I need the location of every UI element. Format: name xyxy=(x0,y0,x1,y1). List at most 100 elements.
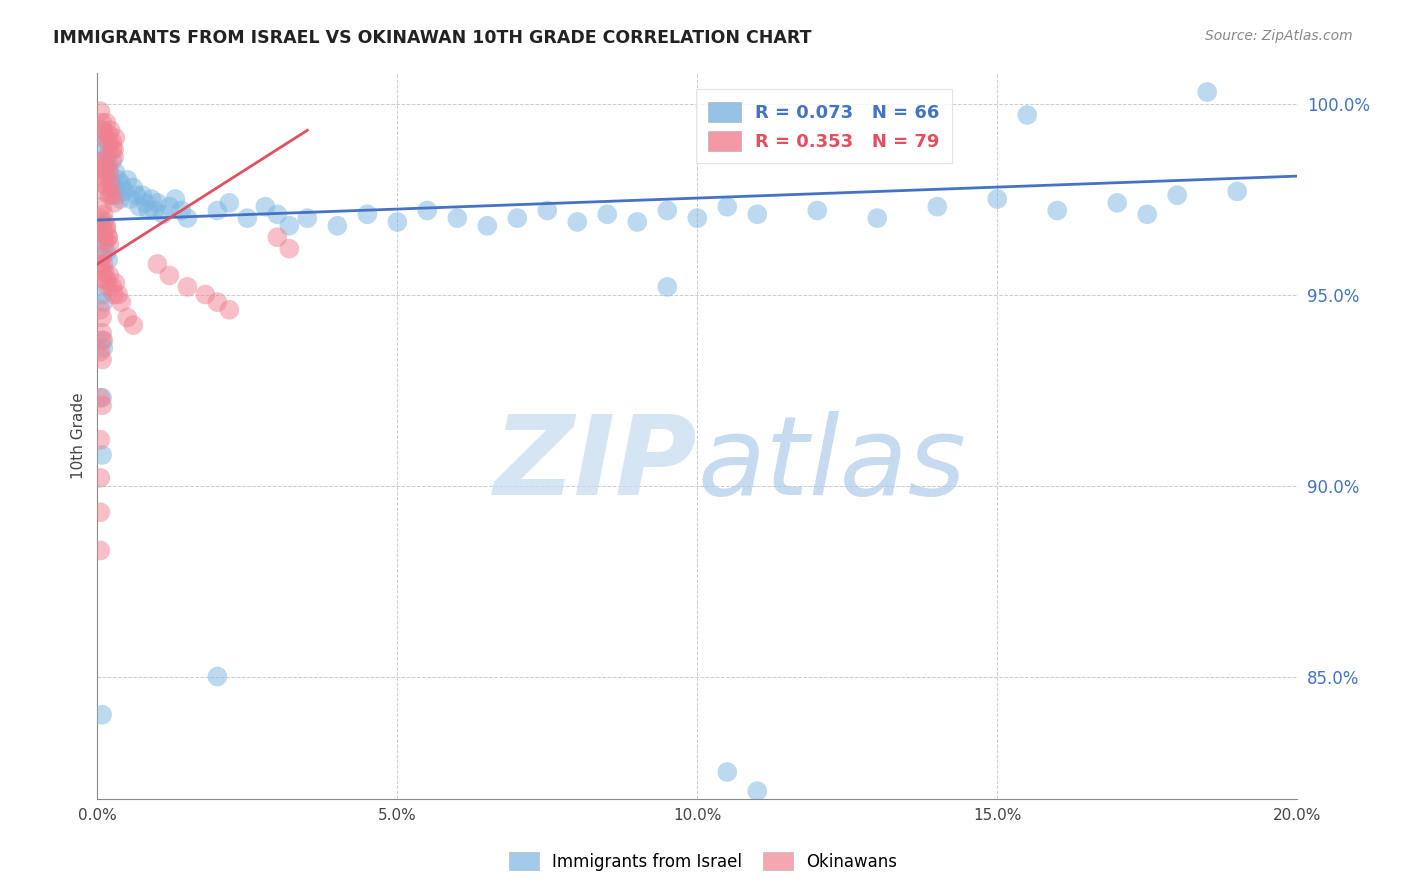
Point xyxy=(986,192,1008,206)
Point xyxy=(596,207,619,221)
Point xyxy=(96,150,118,164)
Point xyxy=(278,242,301,256)
Legend: R = 0.073   N = 66, R = 0.353   N = 79: R = 0.073 N = 66, R = 0.353 N = 79 xyxy=(696,89,952,163)
Text: Source: ZipAtlas.com: Source: ZipAtlas.com xyxy=(1205,29,1353,43)
Point xyxy=(122,180,145,194)
Point xyxy=(93,272,115,286)
Point xyxy=(97,230,120,244)
Point xyxy=(626,215,648,229)
Point xyxy=(110,177,132,191)
Point xyxy=(98,146,121,161)
Point xyxy=(152,207,174,221)
Point xyxy=(117,310,139,325)
Point xyxy=(91,169,114,183)
Point xyxy=(103,150,125,164)
Point xyxy=(96,222,118,236)
Point xyxy=(103,180,125,194)
Point xyxy=(91,398,114,412)
Point xyxy=(110,295,132,310)
Point xyxy=(91,310,114,325)
Point xyxy=(125,188,148,202)
Point xyxy=(207,295,229,310)
Point xyxy=(326,219,349,233)
Point xyxy=(266,207,288,221)
Point xyxy=(170,203,193,218)
Point xyxy=(657,280,679,294)
Point xyxy=(98,238,121,252)
Point xyxy=(91,123,114,137)
Point xyxy=(716,200,738,214)
Point xyxy=(218,195,240,210)
Point xyxy=(97,127,120,141)
Point xyxy=(927,200,949,214)
Point xyxy=(1046,203,1069,218)
Point xyxy=(416,203,439,218)
Point xyxy=(96,115,118,129)
Point xyxy=(101,153,124,168)
Point xyxy=(93,230,115,244)
Point xyxy=(103,287,125,301)
Point xyxy=(89,211,111,226)
Point xyxy=(108,192,131,206)
Point xyxy=(104,276,127,290)
Point xyxy=(93,153,115,168)
Point xyxy=(91,352,114,367)
Text: IMMIGRANTS FROM ISRAEL VS OKINAWAN 10TH GRADE CORRELATION CHART: IMMIGRANTS FROM ISRAEL VS OKINAWAN 10TH … xyxy=(53,29,811,46)
Point xyxy=(98,268,121,283)
Point xyxy=(278,219,301,233)
Point xyxy=(89,257,111,271)
Point xyxy=(91,707,114,722)
Point xyxy=(143,203,166,218)
Legend: Immigrants from Israel, Okinawans: Immigrants from Israel, Okinawans xyxy=(501,844,905,880)
Point xyxy=(91,264,114,278)
Point xyxy=(101,142,124,156)
Point xyxy=(866,211,889,226)
Point xyxy=(146,195,169,210)
Point xyxy=(89,391,111,405)
Point xyxy=(91,219,114,233)
Point xyxy=(107,287,129,301)
Point xyxy=(93,264,115,278)
Point xyxy=(93,207,115,221)
Point xyxy=(97,253,120,268)
Point xyxy=(1107,195,1129,210)
Point xyxy=(567,215,589,229)
Point xyxy=(93,341,115,355)
Point xyxy=(93,295,115,310)
Point xyxy=(806,203,828,218)
Point xyxy=(104,131,127,145)
Point xyxy=(89,543,111,558)
Point xyxy=(266,230,288,244)
Point xyxy=(134,195,156,210)
Point xyxy=(97,158,120,172)
Point xyxy=(91,334,114,348)
Point xyxy=(112,185,135,199)
Point xyxy=(477,219,499,233)
Point xyxy=(89,471,111,485)
Point xyxy=(1197,85,1219,99)
Text: ZIP: ZIP xyxy=(494,411,697,518)
Point xyxy=(97,180,120,194)
Point xyxy=(236,211,259,226)
Point xyxy=(1017,108,1039,122)
Point xyxy=(387,215,409,229)
Point xyxy=(96,169,118,183)
Y-axis label: 10th Grade: 10th Grade xyxy=(72,392,86,479)
Point xyxy=(100,177,122,191)
Point xyxy=(506,211,529,226)
Point xyxy=(98,188,121,202)
Point xyxy=(93,215,115,229)
Point xyxy=(97,230,120,244)
Point xyxy=(97,161,120,176)
Point xyxy=(91,326,114,340)
Text: atlas: atlas xyxy=(697,411,966,518)
Point xyxy=(96,272,118,286)
Point xyxy=(91,249,114,263)
Point xyxy=(93,177,115,191)
Point xyxy=(93,234,115,248)
Point xyxy=(122,318,145,332)
Point xyxy=(446,211,468,226)
Point xyxy=(97,280,120,294)
Point xyxy=(96,135,118,149)
Point xyxy=(89,161,111,176)
